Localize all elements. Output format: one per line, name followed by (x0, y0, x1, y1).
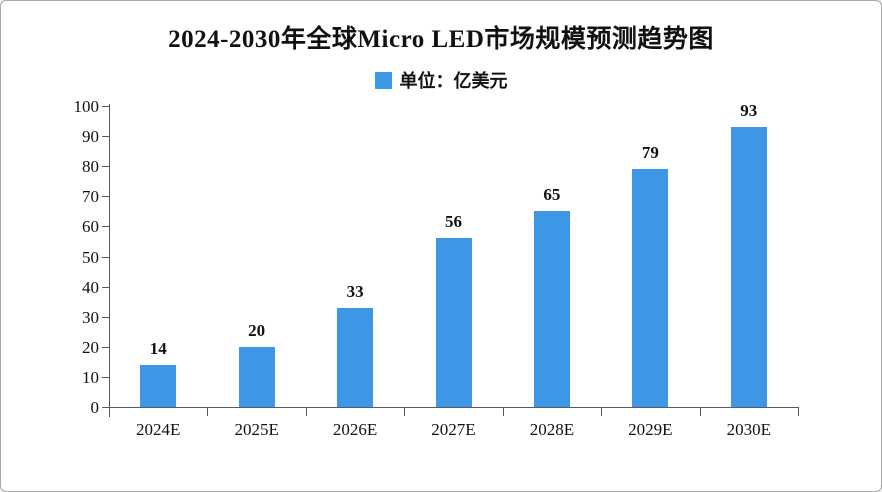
y-axis-tick-label: 0 (90, 398, 100, 417)
x-axis-tick (502, 408, 504, 416)
y-axis-tick-label: 90 (82, 127, 99, 147)
x-axis-tick (798, 408, 799, 416)
x-axis-category-label: 2029E (628, 420, 673, 439)
bar-value-label: 65 (543, 185, 561, 205)
bar-value-label: 14 (149, 338, 167, 358)
y-axis-tick (102, 166, 109, 168)
legend-label: 单位：亿美元 (399, 71, 508, 91)
y-axis-tick-label: 60 (82, 217, 99, 237)
x-axis-tick (699, 408, 701, 416)
bar-value-label: 20 (248, 320, 266, 340)
x-axis-category-label: 2027E (431, 420, 476, 439)
y-axis-tick (102, 136, 109, 138)
x-axis-tick (404, 408, 406, 416)
y-axis-tick-label: 80 (82, 157, 99, 177)
y-axis-tick-label: 30 (82, 307, 99, 327)
y-axis-tick-label: 100 (73, 97, 100, 116)
x-axis-tick (109, 408, 110, 416)
x-axis-tick (305, 408, 307, 416)
x-axis-category-label: 2025E (234, 420, 279, 439)
y-axis-tick-label: 40 (82, 277, 99, 297)
bar (730, 127, 767, 407)
bar (533, 211, 570, 407)
bar (140, 364, 177, 407)
y-axis-tick (102, 256, 109, 258)
y-axis-line (109, 104, 110, 417)
x-axis-category-label: 2030E (726, 420, 771, 439)
y-axis-tick (102, 196, 109, 198)
bar-value-label: 56 (445, 212, 462, 232)
y-axis-tick (102, 407, 109, 408)
bar-value-label: 93 (740, 101, 758, 121)
y-axis-tick-label: 50 (82, 247, 99, 267)
y-axis-tick (102, 106, 109, 107)
legend-swatch-icon (374, 71, 392, 89)
x-axis-category-label: 2028E (529, 420, 575, 439)
bar (238, 346, 275, 407)
legend: 单位：亿美元 (1, 67, 881, 93)
y-axis-tick (102, 316, 109, 318)
x-axis-line (109, 407, 799, 408)
x-axis-tick (601, 408, 603, 416)
y-axis-tick (102, 346, 109, 348)
y-axis-tick-label: 20 (82, 337, 99, 357)
bar (337, 307, 374, 407)
y-axis-tick (102, 376, 109, 378)
bar-value-label: 79 (641, 143, 659, 163)
x-axis-tick (207, 408, 209, 416)
x-axis-category-label: 2024E (136, 420, 181, 439)
x-axis-category-label: 2026E (332, 420, 378, 439)
bar (435, 238, 472, 407)
y-axis-tick (102, 286, 109, 288)
bar-value-label: 33 (346, 281, 364, 301)
y-axis-tick-label: 10 (82, 367, 99, 387)
bar (632, 169, 669, 407)
y-axis-tick (102, 226, 109, 228)
chart-title: 2024-2030年全球Micro LED市场规模预测趋势图 (168, 26, 714, 53)
y-axis-tick-label: 70 (82, 187, 99, 207)
